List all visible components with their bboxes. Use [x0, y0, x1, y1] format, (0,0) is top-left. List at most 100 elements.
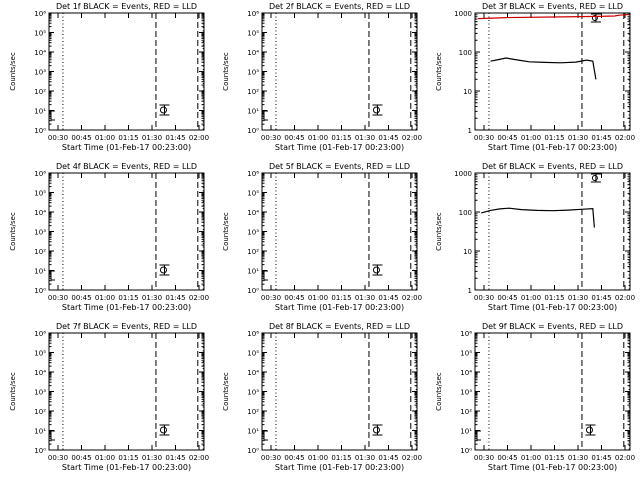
x-tick-label: 02:00 [402, 294, 422, 302]
chart-panel-2: Det 2f BLACK = Events, RED = LLD 10⁰ 10¹ 10… [222, 2, 422, 152]
x-tick-label: 02:00 [189, 454, 209, 462]
plot-frame [261, 172, 418, 291]
x-tick-label: 02:00 [615, 294, 635, 302]
y-tick-label: 10⁴ [247, 49, 259, 57]
chart-panel-8: Det 8f BLACK = Events, RED = LLD 10⁰ 10¹ 10… [222, 322, 422, 472]
x-tick-label: 01:15 [118, 294, 138, 302]
x-tick-label: 01:45 [378, 294, 398, 302]
y-tick-label: 10⁶ [460, 330, 472, 338]
x-tick-label: 02:00 [402, 134, 422, 142]
x-tick-label: 02:00 [402, 454, 422, 462]
chart-panel-7: Det 7f BLACK = Events, RED = LLD 10⁰ 10¹ 10… [9, 322, 209, 472]
y-tick-label: 10⁴ [460, 369, 472, 377]
y-tick-label: 10⁰ [34, 287, 46, 295]
x-tick-label: 01:15 [331, 294, 351, 302]
x-tick-label: 01:30 [355, 294, 375, 302]
x-tick-label: 01:45 [378, 134, 398, 142]
x-tick-label: 02:00 [189, 134, 209, 142]
x-tick-label: 00:30 [474, 134, 494, 142]
y-tick-label: 10⁶ [247, 10, 259, 18]
y-tick-label: 10⁵ [460, 350, 472, 358]
time-range-marker-circle [159, 266, 167, 274]
x-axis-label: Start Time (01-Feb-17 00:23:00) [62, 463, 191, 472]
x-tick-label: 01:00 [95, 454, 115, 462]
x-tick-label: 01:45 [378, 454, 398, 462]
y-tick-label: 10⁰ [247, 447, 259, 455]
y-tick-label: 10² [34, 88, 46, 96]
x-tick-label: 00:45 [284, 134, 304, 142]
plot-frame [474, 172, 631, 291]
chart-title: Det 3f BLACK = Events, RED = LLD [482, 2, 623, 11]
plot-frame [474, 332, 631, 451]
y-tick-label: 10³ [247, 69, 259, 77]
time-range-marker-circle [591, 15, 598, 21]
x-tick-label: 00:45 [71, 134, 91, 142]
y-tick-label: 10⁵ [34, 350, 46, 358]
x-tick-label: 01:15 [118, 454, 138, 462]
x-tick-label: 01:30 [568, 294, 588, 302]
x-tick-label: 01:00 [521, 134, 541, 142]
x-tick-label: 00:45 [497, 294, 517, 302]
y-axis-label: Counts/sec [9, 372, 17, 411]
plot-frame [474, 12, 631, 131]
plot-frame [48, 12, 205, 131]
chart-title: Det 7f BLACK = Events, RED = LLD [56, 322, 197, 331]
y-tick-label: 10⁴ [247, 209, 259, 217]
x-tick-label: 01:15 [544, 294, 564, 302]
y-axis-label: Counts/sec [435, 372, 443, 411]
y-tick-label: 10⁵ [34, 190, 46, 198]
x-tick-label: 01:30 [142, 134, 162, 142]
x-tick-label: 02:00 [615, 134, 635, 142]
time-range-marker-circle [372, 426, 380, 434]
y-tick-label: 10³ [34, 229, 46, 237]
y-tick-label: 10² [247, 88, 259, 96]
y-tick-label: 1 [468, 287, 472, 295]
chart-title: Det 8f BLACK = Events, RED = LLD [269, 322, 410, 331]
y-tick-label: 10¹ [247, 108, 259, 116]
plot-frame [48, 172, 205, 291]
x-tick-label: 00:30 [474, 294, 494, 302]
y-tick-label: 10³ [460, 389, 472, 397]
x-tick-label: 01:30 [568, 454, 588, 462]
x-tick-label: 01:45 [591, 454, 611, 462]
x-tick-label: 02:00 [615, 454, 635, 462]
left-bracket-marker [476, 430, 481, 441]
y-tick-label: 1000 [454, 170, 472, 178]
y-tick-label: 10² [34, 408, 46, 416]
x-axis-label: Start Time (01-Feb-17 00:23:00) [62, 143, 191, 152]
y-tick-label: 10³ [247, 229, 259, 237]
y-tick-label: 10⁰ [247, 127, 259, 135]
x-tick-label: 00:30 [48, 294, 68, 302]
x-axis-label: Start Time (01-Feb-17 00:23:00) [488, 303, 617, 312]
x-axis-label: Start Time (01-Feb-17 00:23:00) [275, 463, 404, 472]
x-tick-label: 00:30 [48, 134, 68, 142]
y-tick-label: 10³ [247, 389, 259, 397]
y-tick-label: 10² [34, 248, 46, 256]
y-axis-label: Counts/sec [222, 212, 230, 251]
chart-title: Det 5f BLACK = Events, RED = LLD [269, 162, 410, 171]
y-tick-label: 10⁴ [34, 49, 46, 57]
x-tick-label: 00:45 [71, 454, 91, 462]
x-tick-label: 01:15 [331, 454, 351, 462]
chart-title: Det 6f BLACK = Events, RED = LLD [482, 162, 623, 171]
plot-frame [261, 332, 418, 451]
x-tick-label: 00:30 [261, 454, 281, 462]
y-tick-label: 10² [247, 248, 259, 256]
y-tick-label: 10³ [34, 389, 46, 397]
y-tick-label: 1 [468, 127, 472, 135]
left-bracket-marker [263, 270, 268, 281]
y-tick-label: 10 [463, 88, 472, 96]
x-tick-label: 01:00 [95, 294, 115, 302]
x-tick-label: 00:30 [261, 134, 281, 142]
y-axis-label: Counts/sec [222, 372, 230, 411]
y-tick-label: 10⁶ [34, 170, 46, 178]
series-line-2 [490, 57, 597, 80]
y-axis-label: Counts/sec [435, 212, 443, 251]
y-tick-label: 10¹ [34, 428, 46, 436]
chart-panel-5: Det 5f BLACK = Events, RED = LLD 10⁰ 10¹ 10… [222, 162, 422, 312]
x-axis-label: Start Time (01-Feb-17 00:23:00) [62, 303, 191, 312]
y-tick-label: 10⁶ [247, 330, 259, 338]
x-tick-label: 01:15 [118, 134, 138, 142]
time-range-marker-circle [372, 106, 380, 114]
